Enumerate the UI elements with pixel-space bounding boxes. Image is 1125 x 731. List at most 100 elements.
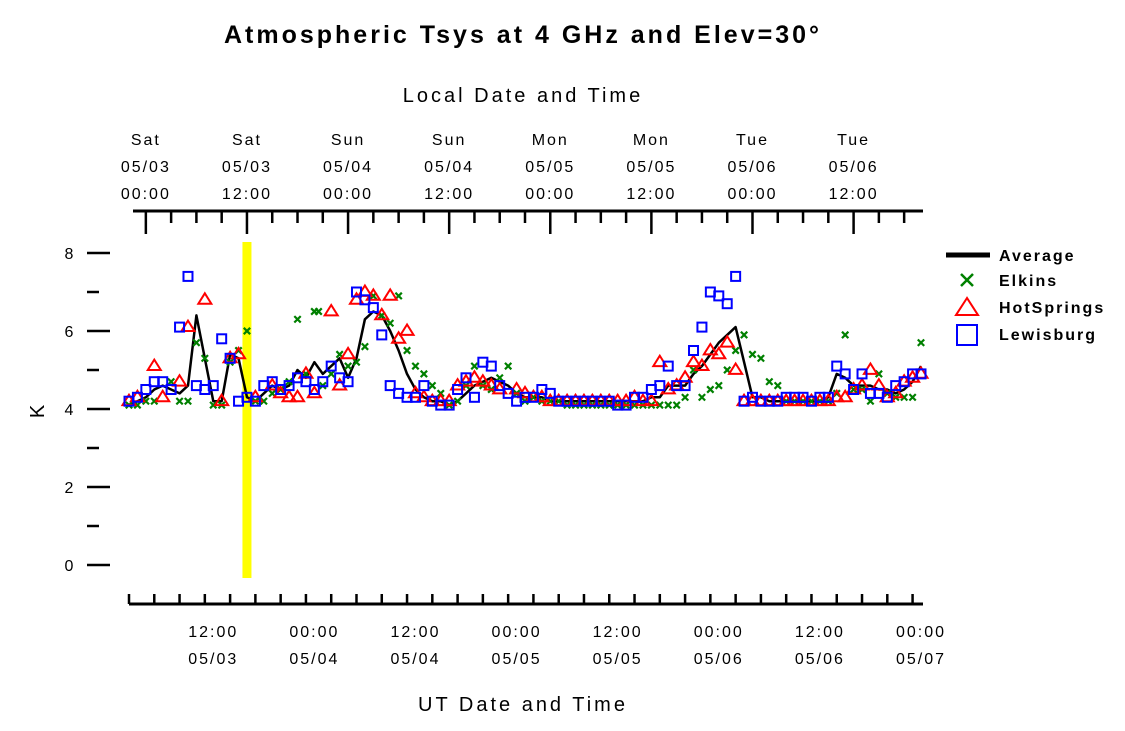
local-tick-time: 00:00: [323, 186, 373, 203]
local-tick-time: 12:00: [626, 186, 676, 203]
data-point: [620, 399, 632, 411]
data-point: [325, 360, 337, 372]
data-point: [866, 397, 875, 406]
legend-swatch-triangle: [954, 296, 980, 317]
data-point: [359, 294, 371, 306]
data-point: [637, 391, 649, 403]
data-point: [706, 385, 715, 394]
data-point: [398, 322, 416, 336]
data-point: [915, 368, 927, 380]
x-tick-label: 12:00: [593, 624, 643, 641]
data-point: [856, 368, 868, 380]
local-tick-day: Tue: [736, 132, 769, 149]
data-point: [418, 380, 430, 392]
local-tick-day: Sat: [232, 132, 262, 149]
data-point: [841, 330, 850, 339]
data-point: [681, 393, 690, 402]
x-tick-label: 05/07: [896, 651, 946, 668]
data-point: [685, 353, 702, 368]
data-point: [443, 399, 455, 411]
x-tick-label: 00:00: [896, 624, 946, 641]
data-point: [157, 376, 169, 388]
x-tick-label: 05/03: [188, 651, 238, 668]
data-point: [696, 321, 708, 333]
x-tick-label: 00:00: [492, 624, 542, 641]
local-tick-time: 12:00: [829, 186, 879, 203]
y-tick-label: 0: [65, 558, 76, 575]
local-tick-day: Sun: [432, 132, 466, 149]
data-point: [308, 384, 320, 395]
data-point: [300, 376, 312, 388]
data-point: [175, 397, 184, 406]
x-tick-label: 12:00: [390, 624, 440, 641]
y-tick-label: 4: [65, 402, 76, 419]
chart-title: Atmospheric Tsys at 4 GHz and Elev=30°: [224, 21, 822, 49]
data-point: [502, 387, 514, 399]
data-point: [171, 373, 188, 387]
data-point: [403, 346, 412, 355]
data-point: [721, 298, 733, 310]
x-tick-label: 00:00: [694, 624, 744, 641]
data-point: [350, 286, 362, 298]
data-point: [165, 384, 177, 395]
data-point: [339, 346, 357, 360]
legend-label-hotsprings: HotSprings: [999, 300, 1105, 317]
data-point: [702, 342, 719, 356]
data-point: [216, 333, 228, 345]
y-tick-label: 2: [65, 480, 76, 497]
time-marker-layer: [242, 242, 252, 578]
legend-label-elkins: Elkins: [999, 273, 1058, 290]
data-point: [740, 330, 749, 339]
legend-label-lewisburg: Lewisburg: [999, 327, 1097, 344]
current-time-marker: [242, 242, 252, 578]
data-point: [428, 381, 437, 390]
axes-layer: 12:00 05/03 00:00 05/04 12:00 05/04 00:00 05/05…: [65, 132, 946, 668]
x-tick-label: 12:00: [795, 624, 845, 641]
data-point: [710, 346, 728, 360]
data-point: [452, 384, 464, 395]
data-point: [381, 287, 399, 301]
data-point: [182, 270, 194, 282]
data-point: [174, 321, 186, 333]
data-point: [184, 397, 192, 406]
data-point: [662, 360, 674, 372]
data-point: [727, 361, 744, 375]
local-tick-time: 00:00: [525, 186, 575, 203]
data-point: [192, 338, 201, 347]
data-point: [679, 380, 691, 392]
data-point: [317, 376, 329, 388]
data-point: [272, 385, 289, 399]
data-point: [213, 392, 230, 407]
legend-swatch-x: [960, 273, 974, 287]
legend: Average Elkins HotSprings Lewisburg: [946, 248, 1105, 346]
data-point: [822, 391, 834, 403]
data-point: [527, 391, 539, 403]
data-point: [373, 307, 391, 321]
series-layer: [120, 270, 930, 411]
x-tick-label: 00:00: [289, 624, 339, 641]
data-point: [140, 384, 152, 395]
data-point: [765, 377, 774, 386]
data-point: [848, 384, 860, 395]
x-tick-label: 12:00: [188, 624, 238, 641]
data-point: [342, 376, 354, 388]
data-point: [908, 393, 917, 402]
data-point: [688, 345, 700, 356]
data-point: [283, 380, 295, 392]
data-point: [881, 391, 893, 403]
data-point: [314, 307, 323, 316]
data-point: [831, 360, 843, 372]
data-point: [836, 388, 854, 403]
data-point: [280, 388, 298, 403]
data-point: [917, 338, 925, 347]
data-point: [200, 354, 209, 363]
data-point: [718, 334, 736, 348]
data-point: [306, 385, 323, 399]
data-point: [714, 381, 723, 390]
data-point: [468, 391, 480, 403]
data-point: [242, 327, 251, 335]
data-point: [360, 342, 369, 351]
data-point: [485, 360, 497, 372]
data-point: [544, 387, 556, 399]
data-point: [773, 381, 782, 390]
